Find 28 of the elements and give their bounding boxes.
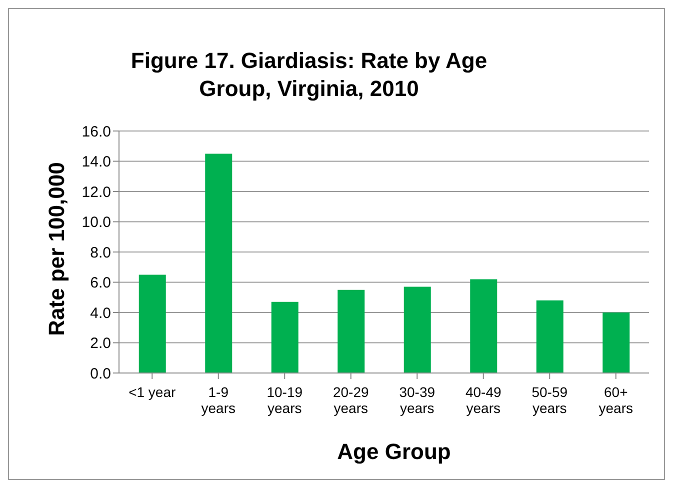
x-tick-label: <1 year: [128, 384, 176, 400]
y-tick-label: 10.0: [82, 214, 111, 232]
x-tick-label: 30-39 years: [399, 384, 436, 416]
bar: [338, 290, 365, 373]
bar: [470, 279, 498, 373]
x-tick-label: 40-49 years: [465, 384, 502, 416]
x-tick-label: 10-19 years: [266, 384, 303, 416]
bar: [205, 154, 232, 373]
bar: [271, 302, 298, 373]
x-tick-label: 1-9 years: [201, 384, 236, 416]
chart-title: Figure 17. Giardiasis: Rate by Age Group, Virginia, 2010: [130, 47, 488, 103]
y-tick-label: 2.0: [90, 335, 111, 352]
y-tick-label: 16.0: [82, 123, 111, 140]
y-tick-label: 4.0: [90, 304, 111, 322]
y-tick-label: 14.0: [82, 154, 111, 171]
y-tick-label: 0.0: [90, 365, 111, 382]
y-axis-title: Rate per 100,000: [44, 162, 70, 336]
y-tick-label: 12.0: [82, 184, 111, 201]
y-tick-label: 6.0: [90, 274, 111, 292]
y-tick-label: 8.0: [90, 244, 111, 262]
bar: [602, 312, 630, 373]
bar: [404, 286, 431, 373]
x-axis-title: Age Group: [336, 439, 452, 465]
x-tick-label: 60+ years: [598, 384, 633, 416]
bar: [138, 274, 166, 373]
x-tick-label: 20-29 years: [332, 384, 369, 416]
x-tick-label: 50-59 years: [532, 384, 568, 416]
bar: [536, 300, 564, 373]
